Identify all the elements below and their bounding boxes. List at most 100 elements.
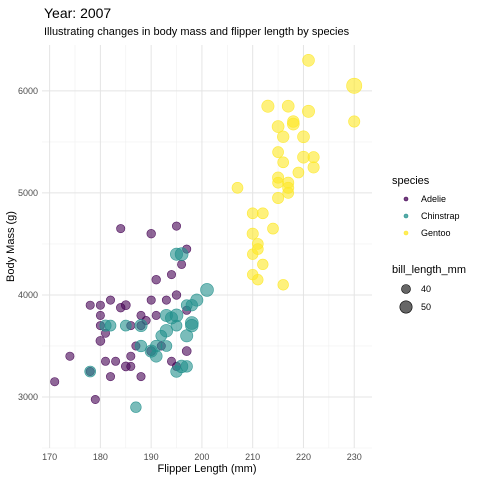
point-adelie xyxy=(136,372,146,382)
x-axis: 170 180 190 200 210 220 230 xyxy=(42,452,362,462)
point-adelie xyxy=(116,224,126,234)
point-gentoo xyxy=(282,181,295,194)
y-axis: 3000 4000 5000 6000 xyxy=(18,86,38,402)
legend-size-key-50 xyxy=(399,300,413,314)
legend-species-title: species xyxy=(392,175,430,187)
legend-species: species Adelie Chinstrap Gentoo xyxy=(392,175,460,238)
point-chinstrap xyxy=(200,283,214,297)
point-chinstrap xyxy=(170,319,183,332)
legend-key-adelie xyxy=(403,196,409,202)
point-gentoo xyxy=(297,130,310,144)
point-adelie xyxy=(146,295,156,305)
point-chinstrap xyxy=(130,401,142,413)
point-chinstrap xyxy=(185,318,199,333)
point-gentoo xyxy=(272,146,284,158)
point-chinstrap xyxy=(134,319,148,333)
point-chinstrap xyxy=(120,319,132,332)
point-gentoo xyxy=(231,182,244,194)
legend-key-chinstrap xyxy=(403,213,409,219)
point-gentoo xyxy=(297,150,310,164)
point-gentoo xyxy=(246,227,259,240)
point-adelie xyxy=(95,310,105,320)
point-adelie xyxy=(106,372,115,382)
y-tick-label: 3000 xyxy=(18,392,38,402)
point-chinstrap xyxy=(149,349,163,363)
legend-label-gentoo: Gentoo xyxy=(421,228,451,238)
point-gentoo xyxy=(346,77,363,94)
point-chinstrap xyxy=(134,339,148,353)
point-adelie xyxy=(85,300,95,310)
point-adelie xyxy=(151,275,161,285)
point-adelie xyxy=(126,351,136,361)
point-gentoo xyxy=(307,161,320,174)
legend-size-label-50: 50 xyxy=(421,302,431,312)
point-gentoo xyxy=(272,192,285,204)
y-axis-title: Body Mass (g) xyxy=(5,211,17,282)
point-chinstrap xyxy=(160,340,173,352)
x-tick-label: 190 xyxy=(144,452,159,462)
point-chinstrap xyxy=(104,319,117,332)
data-points xyxy=(50,54,363,413)
point-chinstrap xyxy=(180,360,193,373)
x-tick-label: 180 xyxy=(93,452,108,462)
point-gentoo xyxy=(251,243,264,255)
point-gentoo xyxy=(257,258,269,271)
legend-bill-length-title: bill_length_mm xyxy=(392,264,466,276)
point-chinstrap xyxy=(174,247,189,261)
point-gentoo xyxy=(271,120,285,133)
legend-key-gentoo xyxy=(403,230,409,236)
y-tick-label: 6000 xyxy=(18,86,38,96)
point-gentoo xyxy=(272,171,285,184)
point-adelie xyxy=(106,295,115,305)
point-gentoo xyxy=(261,99,275,113)
x-tick-label: 170 xyxy=(42,452,57,462)
point-gentoo xyxy=(287,117,300,131)
point-gentoo xyxy=(302,104,315,118)
point-adelie xyxy=(120,300,131,311)
chart-subtitle: Illustrating changes in body mass and fl… xyxy=(44,26,350,38)
legend-label-chinstrap: Chinstrap xyxy=(421,211,460,221)
point-adelie xyxy=(172,221,181,231)
point-adelie xyxy=(50,377,60,387)
point-adelie xyxy=(177,259,187,269)
point-gentoo xyxy=(247,268,259,281)
point-adelie xyxy=(111,356,121,366)
x-axis-title: Flipper Length (mm) xyxy=(157,463,256,475)
point-adelie xyxy=(161,295,171,305)
point-adelie xyxy=(95,300,105,310)
point-adelie xyxy=(181,346,192,356)
point-adelie xyxy=(167,270,176,280)
point-adelie xyxy=(146,229,156,239)
x-tick-label: 210 xyxy=(245,452,260,462)
point-adelie xyxy=(90,395,100,404)
y-tick-label: 4000 xyxy=(18,290,38,300)
point-chinstrap xyxy=(159,324,174,338)
point-adelie xyxy=(101,356,110,366)
point-adelie xyxy=(95,336,106,346)
x-tick-label: 200 xyxy=(194,452,209,462)
legend-size-label-40: 40 xyxy=(421,284,431,294)
point-adelie xyxy=(171,290,182,300)
point-adelie xyxy=(151,310,161,320)
point-gentoo xyxy=(267,222,279,235)
point-gentoo xyxy=(302,54,315,67)
point-gentoo xyxy=(281,99,295,113)
point-gentoo xyxy=(256,207,269,220)
point-adelie xyxy=(65,351,75,361)
point-gentoo xyxy=(292,166,305,179)
point-gentoo xyxy=(277,130,290,143)
point-gentoo xyxy=(348,115,361,128)
x-tick-label: 230 xyxy=(347,452,362,462)
legend-label-adelie: Adelie xyxy=(421,194,446,204)
legend-size-key-40 xyxy=(401,284,411,294)
point-chinstrap xyxy=(84,365,96,378)
point-gentoo xyxy=(277,156,290,169)
point-gentoo xyxy=(246,207,259,220)
point-gentoo xyxy=(277,279,289,291)
point-chinstrap xyxy=(170,365,183,378)
point-chinstrap xyxy=(190,293,204,307)
point-adelie xyxy=(120,361,131,372)
grid xyxy=(42,45,372,449)
y-tick-label: 5000 xyxy=(18,188,38,198)
